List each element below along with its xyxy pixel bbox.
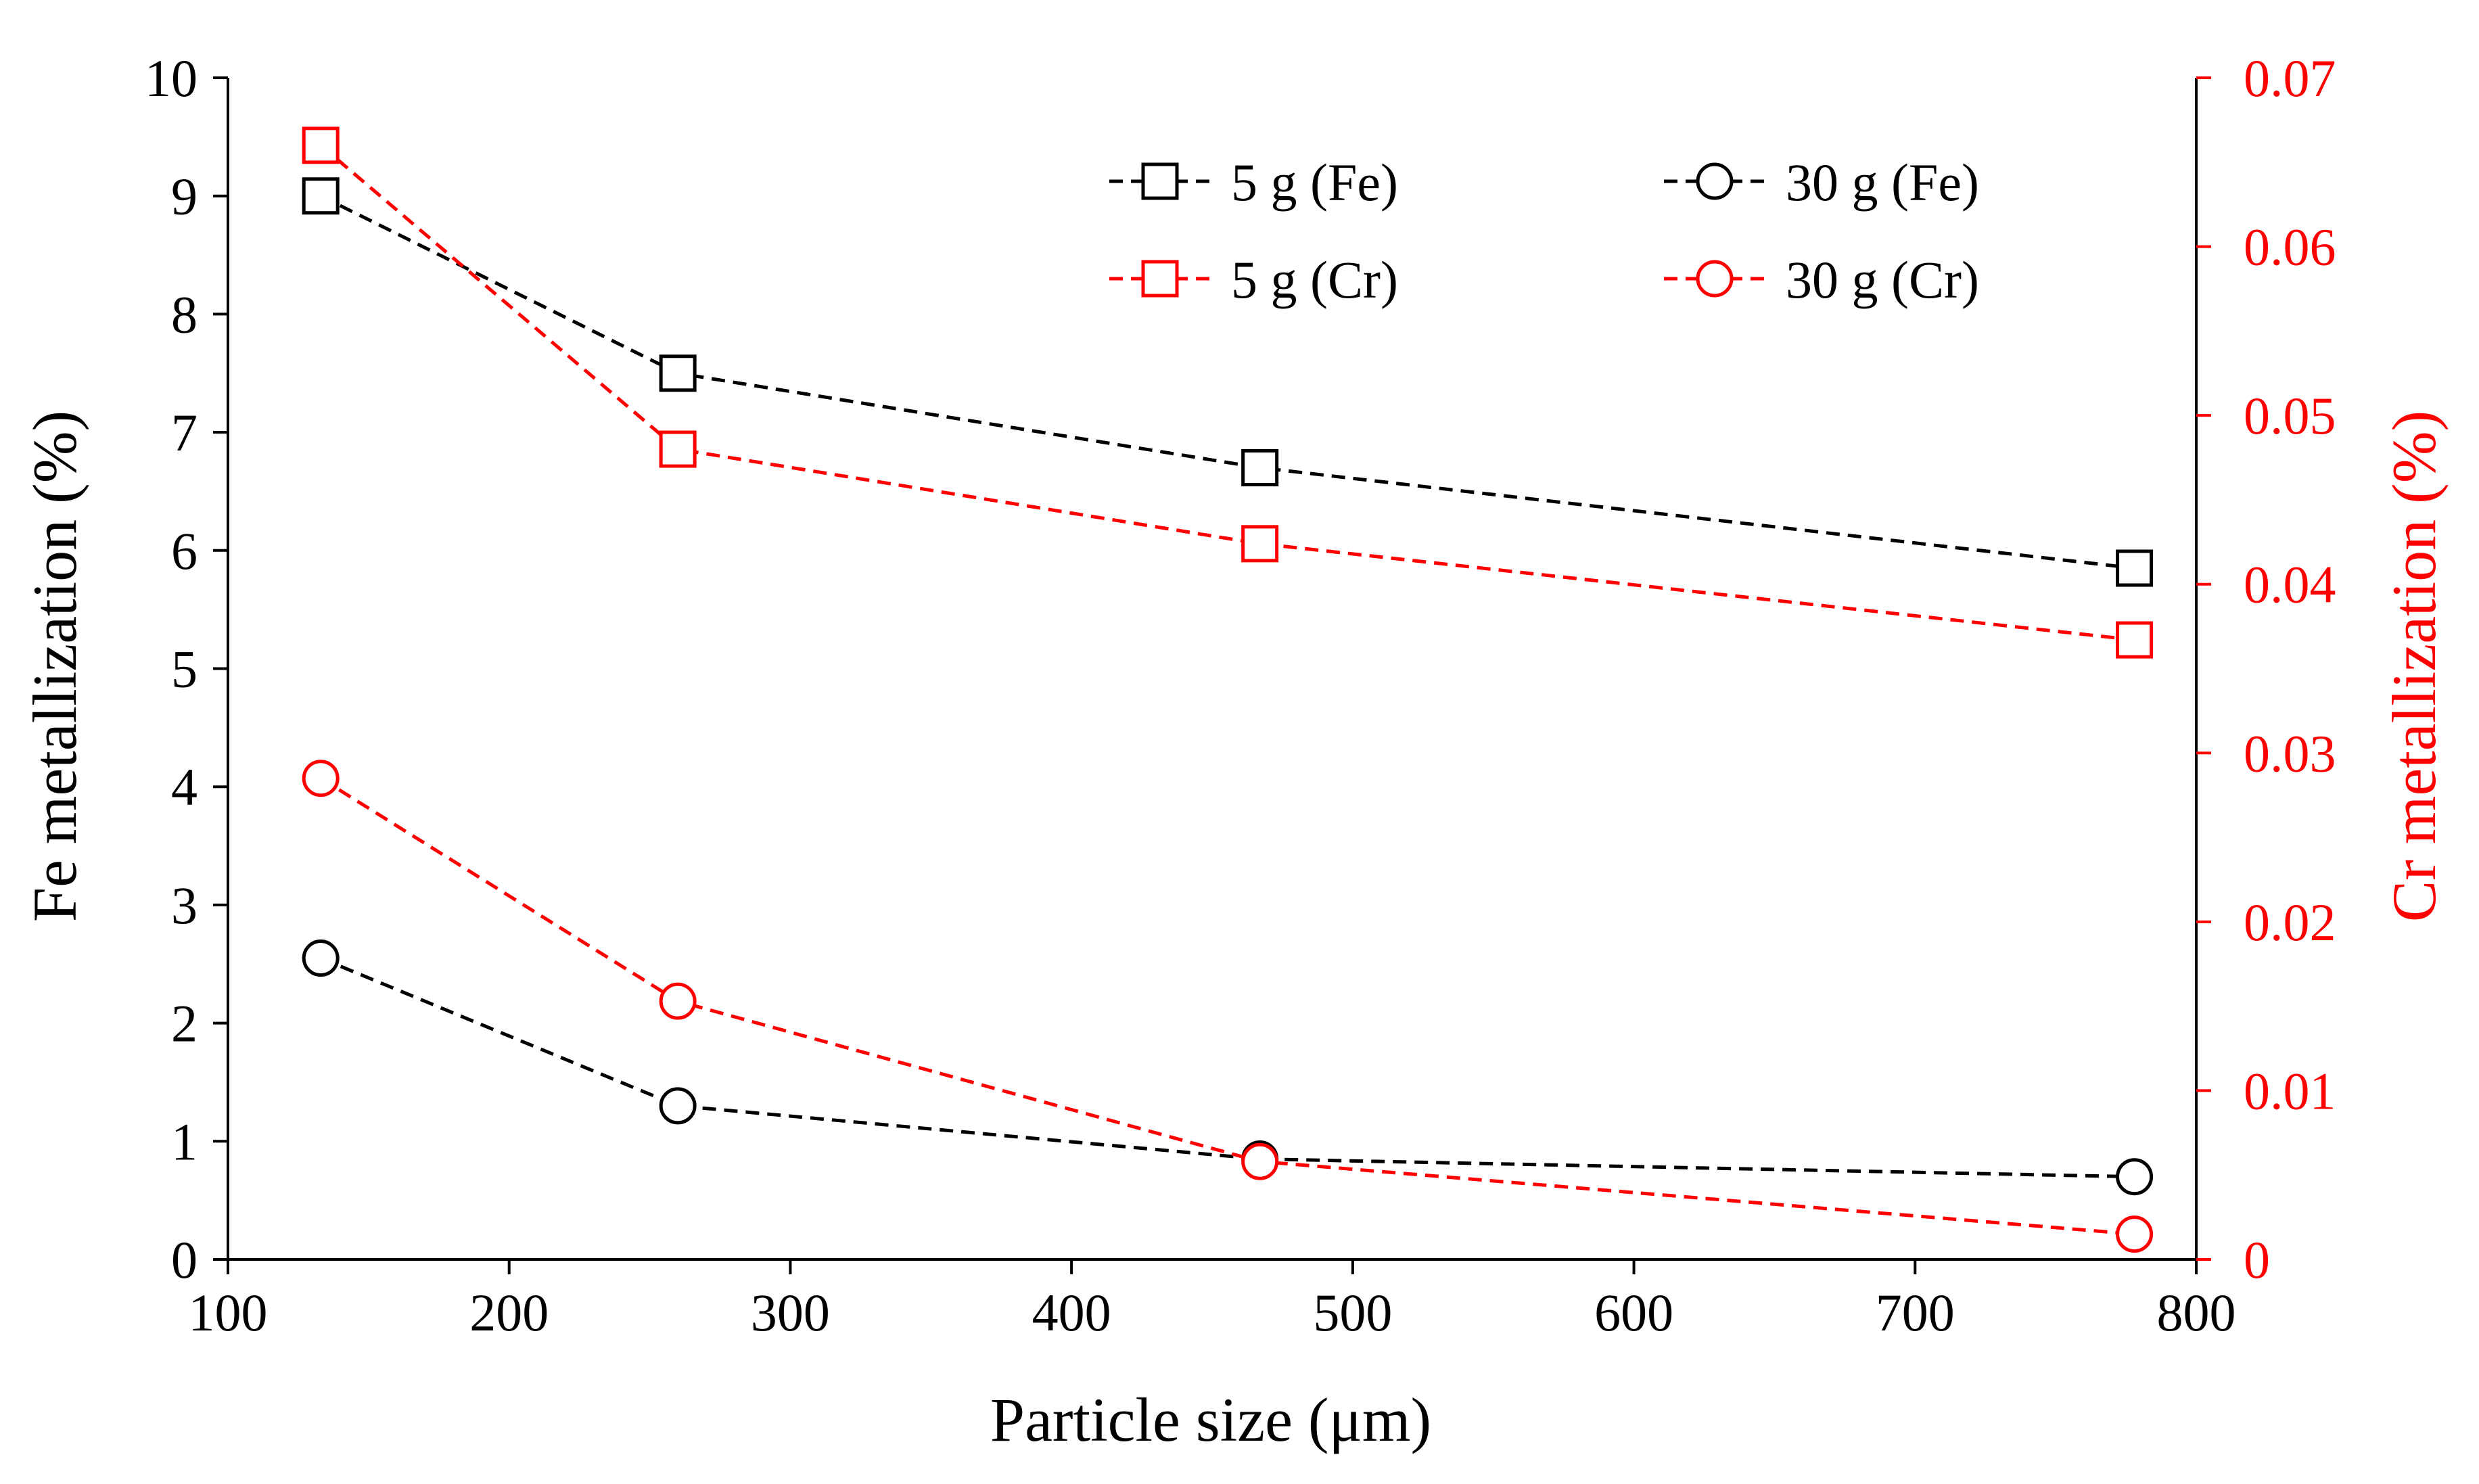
data-point-circle [302,760,340,797]
data-point-square [1241,525,1279,563]
x-tick-label: 100 [189,1283,268,1342]
y-axis-right-label: Cr metallization (%) [2380,411,2449,922]
data-point-circle [2116,1158,2154,1196]
y-left-tick-label: 3 [171,876,198,935]
series-line [320,956,2135,1179]
y-left-tick-label: 0 [171,1230,198,1289]
x-tick-label: 700 [1876,1283,1955,1342]
y-right-tick-label: 0.02 [2244,893,2336,952]
legend-marker [1696,162,1734,200]
y-right-tick-label: 0.07 [2244,49,2336,108]
y-left-tick-label: 9 [171,167,198,226]
series-5-g-fe [302,177,2154,587]
legend-item: 5 g (Cr) [1109,250,1398,309]
y-right-tick-label: 0 [2244,1230,2270,1289]
data-point-square [302,126,340,164]
data-point-square [1241,449,1279,487]
y-axis-left-label: Fe metallization (%) [20,411,89,922]
x-tick-label: 800 [2157,1283,2236,1342]
data-point-square [302,177,340,215]
y-axis-left: 0 1 2 3 4 5 6 7 8 9 10 [145,49,228,1289]
legend-marker [1141,162,1179,200]
y-left-tick-label: 7 [171,403,198,462]
y-axis-right: 0 0.01 0.02 0.03 0.04 0.05 0.06 0.07 [2196,49,2336,1289]
x-tick-label: 200 [469,1283,549,1342]
y-left-tick-label: 8 [171,285,198,344]
y-left-tick-label: 4 [171,758,198,816]
y-left-tick-label: 5 [171,640,198,699]
legend-item: 5 g (Fe) [1109,153,1398,212]
y-left-tick-label: 1 [171,1112,198,1171]
legend-item: 30 g (Fe) [1664,153,1979,212]
data-point-square [659,354,697,392]
legend-label: 30 g (Fe) [1786,153,1979,212]
y-right-tick-label: 0.04 [2244,555,2336,614]
legend-marker [1696,260,1734,298]
legend-item: 30 g (Cr) [1664,250,1979,309]
data-point-square [2116,549,2154,587]
y-left-tick-label: 10 [145,49,198,108]
series-30-g-cr [302,760,2154,1253]
legend: 5 g (Fe) 30 g (Fe) 5 g (Cr) 30 g (Cr) [1109,153,1979,309]
x-tick-label: 400 [1032,1283,1111,1342]
data-point-circle [302,940,340,977]
data-point-circle [2116,1215,2154,1253]
data-point-square [659,430,697,468]
data-point-circle [1241,1142,1279,1180]
y-right-tick-label: 0.05 [2244,386,2336,445]
series-5-g-cr [302,126,2154,659]
x-axis-label: Particle size (μm) [990,1385,1431,1454]
series-layer [302,126,2154,1253]
y-right-tick-label: 0.06 [2244,218,2336,277]
legend-label: 30 g (Cr) [1786,250,1979,309]
y-right-tick-label: 0.01 [2244,1061,2336,1120]
x-tick-label: 300 [751,1283,830,1342]
legend-label: 5 g (Fe) [1231,153,1398,212]
series-line [319,776,2135,1236]
data-point-circle [659,982,697,1020]
data-point-square [2116,621,2154,659]
legend-marker [1141,260,1179,298]
series-line [320,194,2135,570]
series-30-g-fe [302,940,2154,1196]
y-right-tick-label: 0.03 [2244,724,2336,783]
y-left-tick-label: 2 [171,994,198,1053]
data-point-circle [659,1087,697,1125]
x-tick-label: 600 [1594,1283,1673,1342]
x-tick-label: 500 [1313,1283,1392,1342]
x-axis: 100 200 300 400 500 600 700 800 [189,1259,2236,1342]
legend-label: 5 g (Cr) [1231,250,1398,309]
series-line [319,143,2135,642]
y-left-tick-label: 6 [171,521,198,580]
